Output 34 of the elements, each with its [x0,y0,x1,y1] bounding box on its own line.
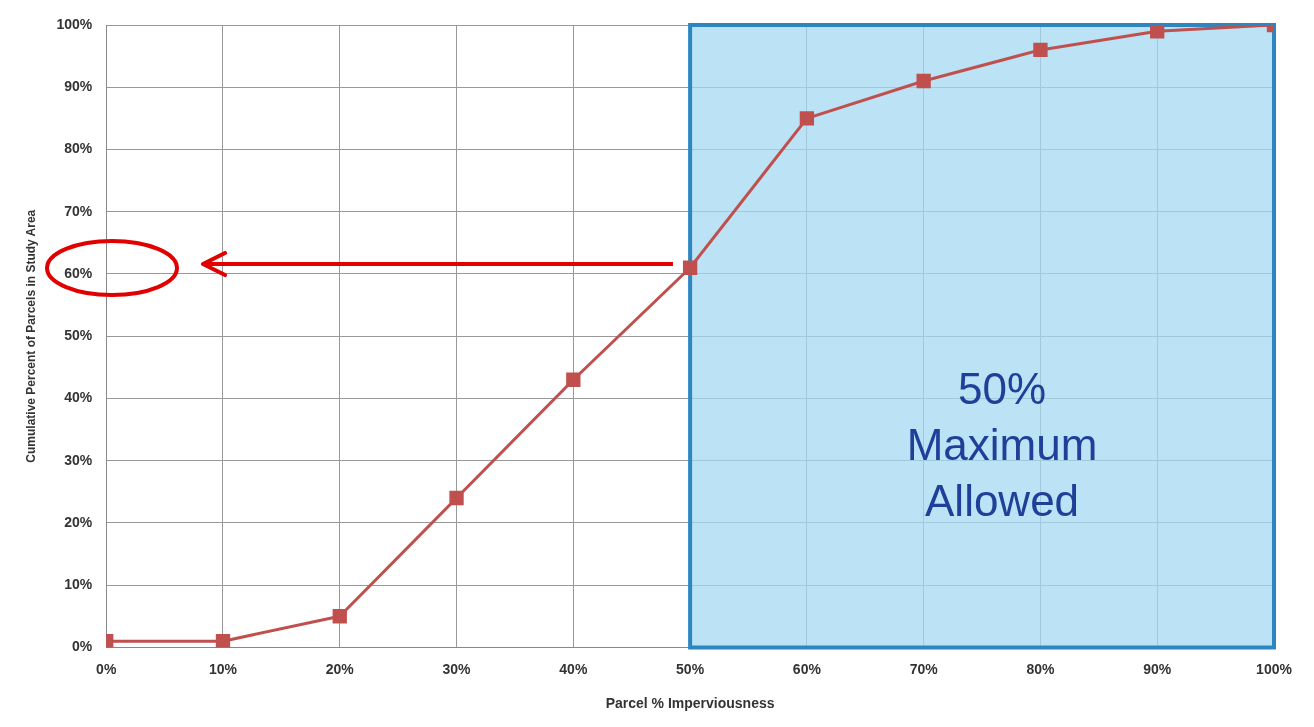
y-tick-label: 60% [64,264,93,281]
x-tick-label: 30% [442,660,472,677]
y-tick-label: 90% [64,78,93,95]
x-tick-label: 0% [96,660,117,677]
x-tick-label: 70% [909,660,939,677]
x-tick-label: 60% [792,660,822,677]
y-tick-label: 0% [71,638,93,655]
point [566,372,581,387]
x-tick-label: 80% [1026,660,1055,677]
point [449,490,464,506]
y-tick-label: 10% [64,576,93,593]
point [1150,25,1165,39]
point [332,609,347,624]
x-tick-label: 10% [208,660,238,677]
y-tick-label: 50% [64,327,93,344]
y-axis-title: Cumulative Percent of Parcels in Study Area [23,209,38,463]
x-tick-label: 50% [676,660,705,677]
x-tick-label: 90% [1143,660,1172,677]
y-tick-label: 80% [64,140,93,157]
point [799,111,815,126]
x-tick-label: 20% [325,660,355,677]
x-tick-label: 100% [1256,660,1293,677]
band-label: 50% Maximum Allowed [906,364,1098,526]
y-tick-label: 40% [64,389,93,406]
y-tick-label: 70% [64,202,93,219]
point [215,634,231,648]
x-tick-label: 40% [559,660,588,677]
y-tick-label: 30% [64,451,93,468]
point [916,73,931,89]
x-axis-title: Parcel % Imperviousness [605,695,775,712]
y-tick-label: 20% [64,513,93,530]
point [682,260,698,275]
point [1033,42,1048,58]
y-tick-label: 100% [56,15,93,32]
